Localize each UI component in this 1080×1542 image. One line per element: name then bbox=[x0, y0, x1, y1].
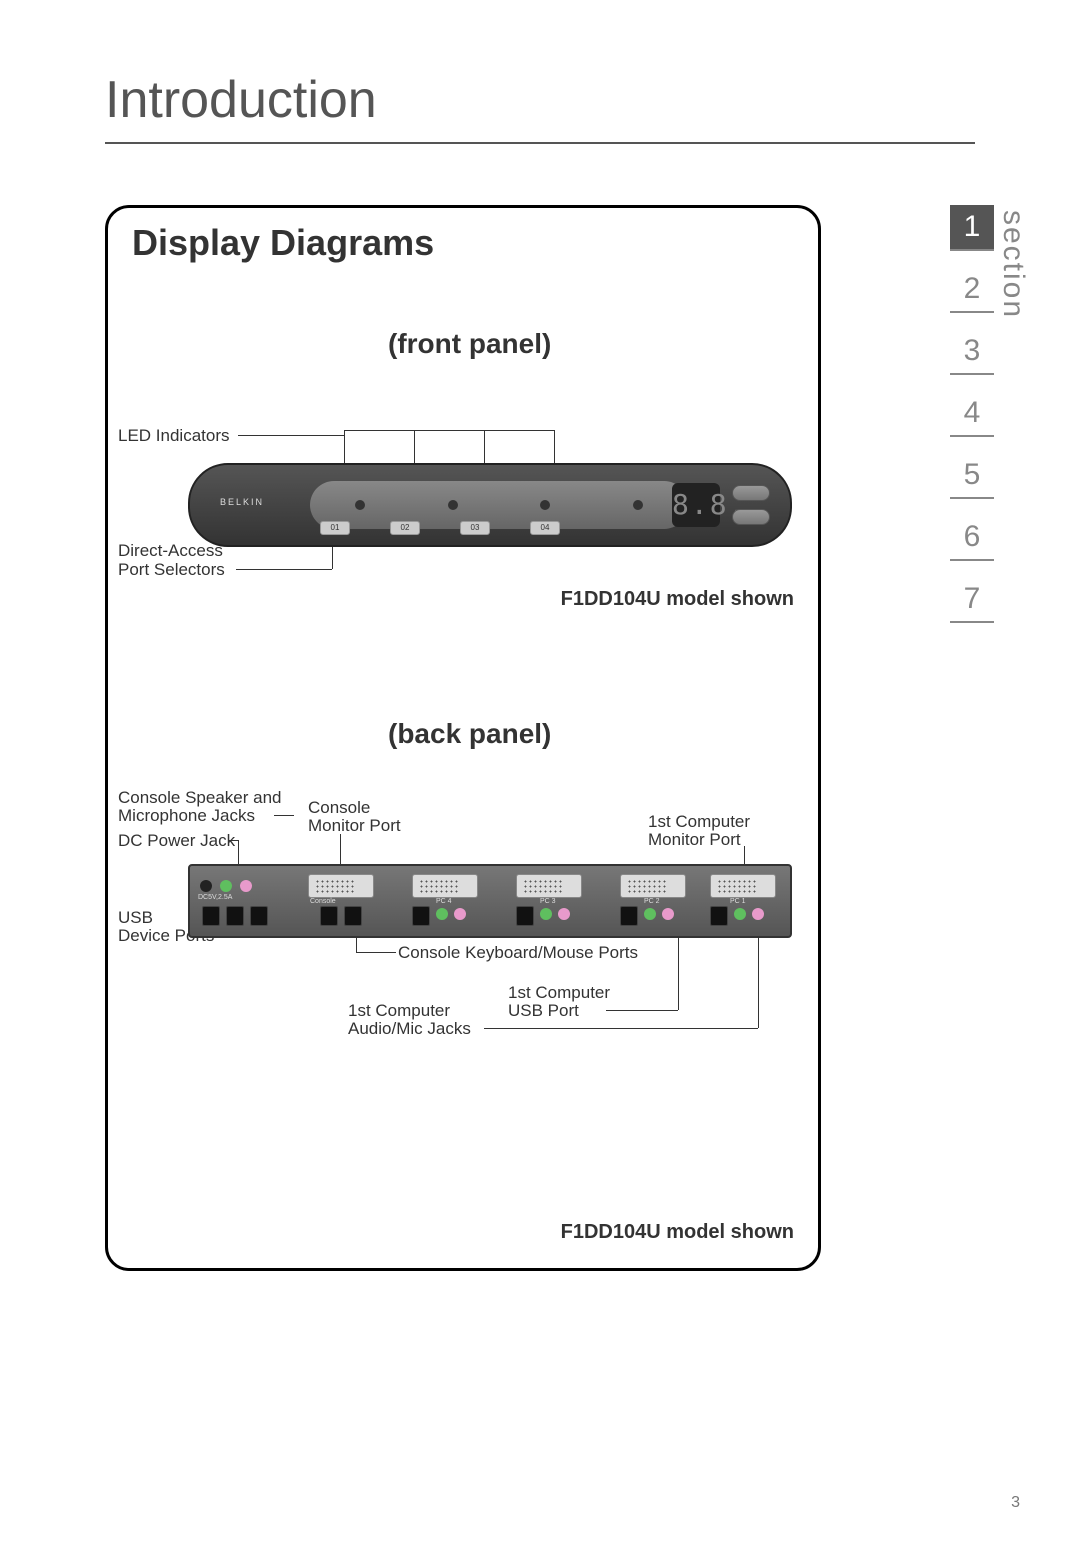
usb-port-icon bbox=[250, 906, 268, 926]
led-icon bbox=[633, 500, 643, 510]
usb-port-icon bbox=[516, 906, 534, 926]
usb-port-icon bbox=[226, 906, 244, 926]
label-first-audio-1: 1st Computer bbox=[348, 1001, 450, 1021]
dvi-port-icon bbox=[710, 874, 776, 898]
back-panel-heading: (back panel) bbox=[388, 718, 551, 750]
audio-jack-icon bbox=[644, 908, 656, 920]
label-first-mon-2: Monitor Port bbox=[648, 830, 741, 850]
dvi-port-icon bbox=[412, 874, 478, 898]
front-led-strip bbox=[310, 481, 688, 529]
diagram-box: Display Diagrams (front panel) LED Indic… bbox=[105, 205, 821, 1271]
callout-line bbox=[678, 930, 679, 1010]
usb-port-icon bbox=[344, 906, 362, 926]
section-tab-2[interactable]: 2 bbox=[950, 267, 994, 313]
mic-jack-icon bbox=[752, 908, 764, 920]
side-buttons bbox=[732, 485, 772, 533]
label-first-mon-1: 1st Computer bbox=[648, 812, 750, 832]
callout-line bbox=[344, 430, 554, 431]
label-console-mon-2: Monitor Port bbox=[308, 816, 401, 836]
dvi-port-icon bbox=[516, 874, 582, 898]
audio-jack-icon bbox=[734, 908, 746, 920]
page-title: Introduction bbox=[105, 70, 975, 144]
label-port-selectors-1: Direct-Access bbox=[118, 541, 223, 561]
label-spk-mic-2: Microphone Jacks bbox=[118, 806, 255, 826]
diagram-title: Display Diagrams bbox=[132, 222, 434, 264]
usb-port-icon bbox=[710, 906, 728, 926]
mic-jack-icon bbox=[240, 880, 252, 892]
label-usb-dev-1: USB bbox=[118, 908, 153, 928]
section-tab-7[interactable]: 7 bbox=[950, 577, 994, 623]
usb-port-icon bbox=[620, 906, 638, 926]
label-spk-mic-1: Console Speaker and bbox=[118, 788, 282, 808]
usb-port-icon bbox=[320, 906, 338, 926]
label-first-audio-2: Audio/Mic Jacks bbox=[348, 1019, 471, 1039]
tiny-label: PC 4 bbox=[436, 898, 452, 905]
callout-line bbox=[274, 815, 294, 816]
section-tab-1[interactable]: 1 bbox=[950, 205, 994, 251]
led-icon bbox=[540, 500, 550, 510]
port-selector-04: 04 bbox=[530, 521, 560, 535]
model-shown-front: F1DD104U model shown bbox=[561, 588, 794, 611]
led-icon bbox=[448, 500, 458, 510]
section-tab-6[interactable]: 6 bbox=[950, 515, 994, 561]
tiny-label: PC 2 bbox=[644, 898, 660, 905]
callout-line bbox=[758, 930, 759, 1028]
mic-jack-icon bbox=[662, 908, 674, 920]
dc-jack-icon bbox=[200, 880, 212, 892]
port-selector-03: 03 bbox=[460, 521, 490, 535]
down-button-icon bbox=[732, 509, 770, 525]
callout-line bbox=[238, 435, 344, 436]
label-port-selectors-2: Port Selectors bbox=[118, 560, 225, 580]
dvi-port-icon bbox=[308, 874, 374, 898]
model-shown-back: F1DD104U model shown bbox=[561, 1221, 794, 1244]
callout-line bbox=[356, 952, 396, 953]
callout-line bbox=[484, 1028, 758, 1029]
up-button-icon bbox=[732, 485, 770, 501]
led-icon bbox=[355, 500, 365, 510]
callout-line bbox=[228, 840, 238, 841]
tiny-label: Console bbox=[310, 898, 336, 905]
manual-page: Introduction section 1 2 3 4 5 6 7 Displ… bbox=[0, 0, 1080, 1542]
mic-jack-icon bbox=[454, 908, 466, 920]
port-selector-01: 01 bbox=[320, 521, 350, 535]
dvi-port-icon bbox=[620, 874, 686, 898]
brand-label: BELKIN bbox=[220, 497, 264, 507]
section-tab-3[interactable]: 3 bbox=[950, 329, 994, 375]
audio-jack-icon bbox=[436, 908, 448, 920]
section-strip: 1 2 3 4 5 6 7 bbox=[950, 205, 990, 639]
callout-line bbox=[606, 1010, 678, 1011]
callout-line bbox=[340, 834, 341, 868]
section-label: section bbox=[996, 210, 1030, 319]
label-console-mon-1: Console bbox=[308, 798, 370, 818]
label-kbm: Console Keyboard/Mouse Ports bbox=[398, 943, 638, 963]
mic-jack-icon bbox=[558, 908, 570, 920]
label-first-usb-2: USB Port bbox=[508, 1001, 579, 1021]
front-device: BELKIN 01 02 03 04 8.8. bbox=[188, 463, 792, 547]
label-dc: DC Power Jack bbox=[118, 831, 235, 851]
tiny-label: DC5V,2.5A bbox=[198, 894, 232, 901]
seven-segment-display: 8.8. bbox=[672, 483, 720, 527]
callout-line bbox=[236, 569, 332, 570]
audio-jack-icon bbox=[220, 880, 232, 892]
usb-port-icon bbox=[202, 906, 220, 926]
section-tab-4[interactable]: 4 bbox=[950, 391, 994, 437]
back-device: DC5V,2.5A Console PC 4 PC 3 PC 2 PC 1 bbox=[188, 864, 792, 938]
label-first-usb-1: 1st Computer bbox=[508, 983, 610, 1003]
audio-jack-icon bbox=[540, 908, 552, 920]
label-led-indicators: LED Indicators bbox=[118, 426, 230, 446]
usb-port-icon bbox=[412, 906, 430, 926]
section-tab-5[interactable]: 5 bbox=[950, 453, 994, 499]
port-selector-02: 02 bbox=[390, 521, 420, 535]
tiny-label: PC 3 bbox=[540, 898, 556, 905]
page-number: 3 bbox=[1011, 1494, 1020, 1512]
tiny-label: PC 1 bbox=[730, 898, 746, 905]
front-panel-heading: (front panel) bbox=[388, 328, 551, 360]
